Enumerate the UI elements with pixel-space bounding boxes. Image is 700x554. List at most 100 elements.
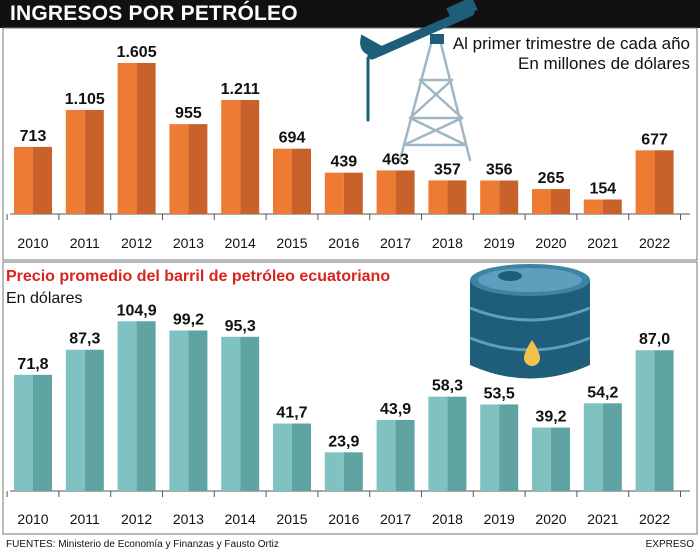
chart2-bar-face xyxy=(428,396,448,491)
chart2-bar xyxy=(583,403,622,491)
chart1-bar-face xyxy=(273,148,292,214)
chart2-tick-label: 2010 xyxy=(17,511,48,527)
chart2-bar xyxy=(635,350,674,491)
chart2-bar-face xyxy=(65,349,85,491)
chart1-bar-shade xyxy=(551,189,570,214)
chart2-bar-face xyxy=(117,321,137,491)
chart2-tick-label: 2019 xyxy=(484,511,515,527)
chart2-frame xyxy=(2,261,698,535)
chart1-bar-shade xyxy=(654,150,674,214)
chart1-data-label: 439 xyxy=(330,154,357,171)
chart1-subtitle-line2: En millones de dólares xyxy=(518,54,690,73)
chart1-bar-shade xyxy=(499,180,519,214)
chart2-tick-label: 2022 xyxy=(639,511,670,527)
chart1-tick-label: 2016 xyxy=(328,235,359,251)
chart2-bar-face xyxy=(221,336,241,491)
chart1-tick-label: 2012 xyxy=(121,235,152,251)
chart2-tick-label: 2011 xyxy=(70,511,100,527)
chart2-tick-label: 2018 xyxy=(432,511,463,527)
chart1-bar-shade xyxy=(188,124,208,214)
chart2-tick-label: 2013 xyxy=(173,511,204,527)
chart1-bar-face xyxy=(117,62,137,214)
chart2-data-label: 23,9 xyxy=(328,433,359,450)
chart2-bar xyxy=(221,336,260,491)
chart2-bar-shade xyxy=(84,349,104,491)
chart2-bar-shade xyxy=(654,350,674,491)
chart1-data-label: 357 xyxy=(434,161,461,178)
chart2-data-label: 104,9 xyxy=(117,302,157,319)
chart1-tick-label: 2015 xyxy=(276,235,307,251)
chart1-tick-label: 2021 xyxy=(587,235,618,251)
chart2-bar-shade xyxy=(499,404,519,491)
chart1-bar-shade xyxy=(395,170,415,214)
chart2-bar-shade xyxy=(602,403,622,491)
chart2-tick-label: 2014 xyxy=(225,511,256,527)
chart1-data-label: 694 xyxy=(279,130,306,147)
header-background xyxy=(0,0,700,28)
chart1-bar xyxy=(273,148,311,214)
chart2-data-label: 58,3 xyxy=(432,378,463,395)
chart1-bar xyxy=(480,180,519,214)
chart1-data-label: 265 xyxy=(538,170,565,187)
chart2-bar-shade xyxy=(33,374,52,491)
chart1-frame xyxy=(2,27,698,261)
chart1-tick-label: 2018 xyxy=(432,235,463,251)
chart1-bar xyxy=(532,189,570,214)
chart1-tick-label: 2010 xyxy=(17,235,48,251)
chart1: 713 2010 1.105 2011 1.605 2012 955 2013 1.211 201… xyxy=(6,44,690,251)
chart1-bar-face xyxy=(428,180,448,214)
chart2-data-label: 39,2 xyxy=(535,409,566,426)
chart1-data-label: 463 xyxy=(382,151,409,168)
chart1-tick-label: 2019 xyxy=(484,235,515,251)
chart2-bar-shade xyxy=(343,452,363,491)
chart1-bar xyxy=(583,199,622,214)
chart2-bar-shade xyxy=(188,330,208,491)
chart1-bar-face xyxy=(583,199,603,214)
chart2-bar-shade xyxy=(551,427,570,491)
chart1-bar xyxy=(428,180,467,214)
chart2-bar-shade xyxy=(292,423,311,491)
chart2-data-label: 87,0 xyxy=(639,331,670,348)
chart1-bar xyxy=(221,100,260,214)
chart2-bar xyxy=(480,404,519,491)
chart2-bar xyxy=(376,419,415,491)
chart2-bar xyxy=(273,423,311,491)
chart1-bar-shade xyxy=(33,146,52,214)
chart1-tick-label: 2011 xyxy=(70,235,100,251)
chart1-bar-shade xyxy=(292,148,311,214)
chart1-bar xyxy=(14,146,52,214)
chart2-bar xyxy=(428,396,467,491)
chart1-data-label: 955 xyxy=(175,105,202,122)
chart1-bar-face xyxy=(65,110,85,214)
chart2-bar-shade xyxy=(240,336,260,491)
chart1-bar xyxy=(635,150,674,214)
chart2-bar-face xyxy=(273,423,292,491)
chart1-data-label: 1.605 xyxy=(117,44,157,61)
chart2-bar-shade xyxy=(136,321,156,491)
chart2-data-label: 43,9 xyxy=(380,401,411,418)
chart1-bar-face xyxy=(169,124,189,214)
chart1-data-label: 154 xyxy=(589,181,616,198)
chart1-bar xyxy=(117,62,156,214)
chart1-bar-shade xyxy=(343,172,363,214)
chart2-bar xyxy=(324,452,363,491)
chart1-data-label: 677 xyxy=(641,131,668,148)
chart1-bar-shade xyxy=(136,62,156,214)
chart2-data-label: 54,2 xyxy=(587,384,618,401)
chart2-bar xyxy=(117,321,156,491)
page-title: INGRESOS POR PETRÓLEO xyxy=(10,2,298,25)
oil-barrel-icon xyxy=(469,264,591,379)
chart2-bar xyxy=(169,330,208,491)
chart1-bar-shade xyxy=(84,110,104,214)
chart1-bar-face xyxy=(635,150,655,214)
chart2-bar-face xyxy=(169,330,189,491)
chart2-bar-shade xyxy=(447,396,467,491)
chart1-bar-shade xyxy=(447,180,467,214)
chart1-bar xyxy=(65,110,104,214)
chart1-bar-face xyxy=(324,172,344,214)
chart2-bar-shade xyxy=(395,419,415,491)
chart1-data-label: 1.105 xyxy=(65,91,105,108)
chart2-bar-face xyxy=(14,374,33,491)
chart1-bar-face xyxy=(221,100,241,214)
chart2-bar-face xyxy=(635,350,655,491)
